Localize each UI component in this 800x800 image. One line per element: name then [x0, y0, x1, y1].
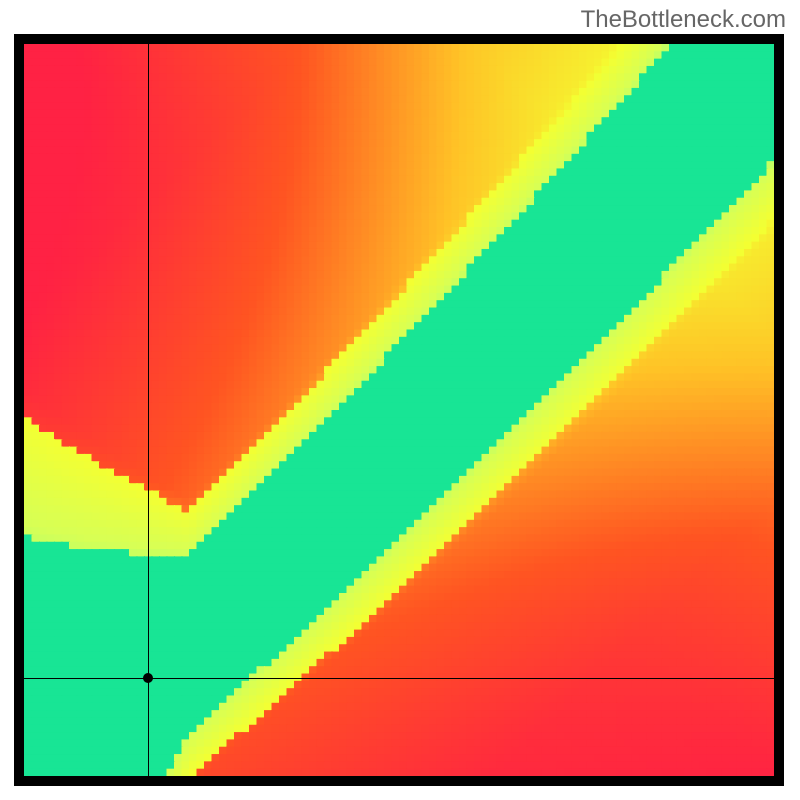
heatmap-inner — [24, 44, 774, 776]
heatmap-canvas — [24, 44, 774, 776]
crosshair-marker-dot — [143, 673, 153, 683]
watermark-text: TheBottleneck.com — [581, 6, 786, 34]
crosshair-horizontal — [24, 678, 774, 679]
chart-container: TheBottleneck.com — [0, 0, 800, 800]
heatmap-frame — [14, 34, 784, 786]
crosshair-vertical — [148, 44, 149, 776]
